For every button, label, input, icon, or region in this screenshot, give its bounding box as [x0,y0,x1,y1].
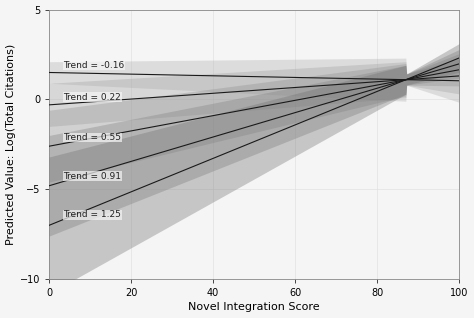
Text: Trend = 0.22: Trend = 0.22 [64,93,121,101]
Text: Trend = -0.16: Trend = -0.16 [64,61,125,70]
Text: Trend = 0.55: Trend = 0.55 [64,133,121,142]
X-axis label: Novel Integration Score: Novel Integration Score [188,302,320,313]
Y-axis label: Predicted Value: Log(Total Citations): Predicted Value: Log(Total Citations) [6,44,16,245]
Text: Trend = 0.91: Trend = 0.91 [64,172,121,181]
Text: Trend = 1.25: Trend = 1.25 [64,210,121,219]
